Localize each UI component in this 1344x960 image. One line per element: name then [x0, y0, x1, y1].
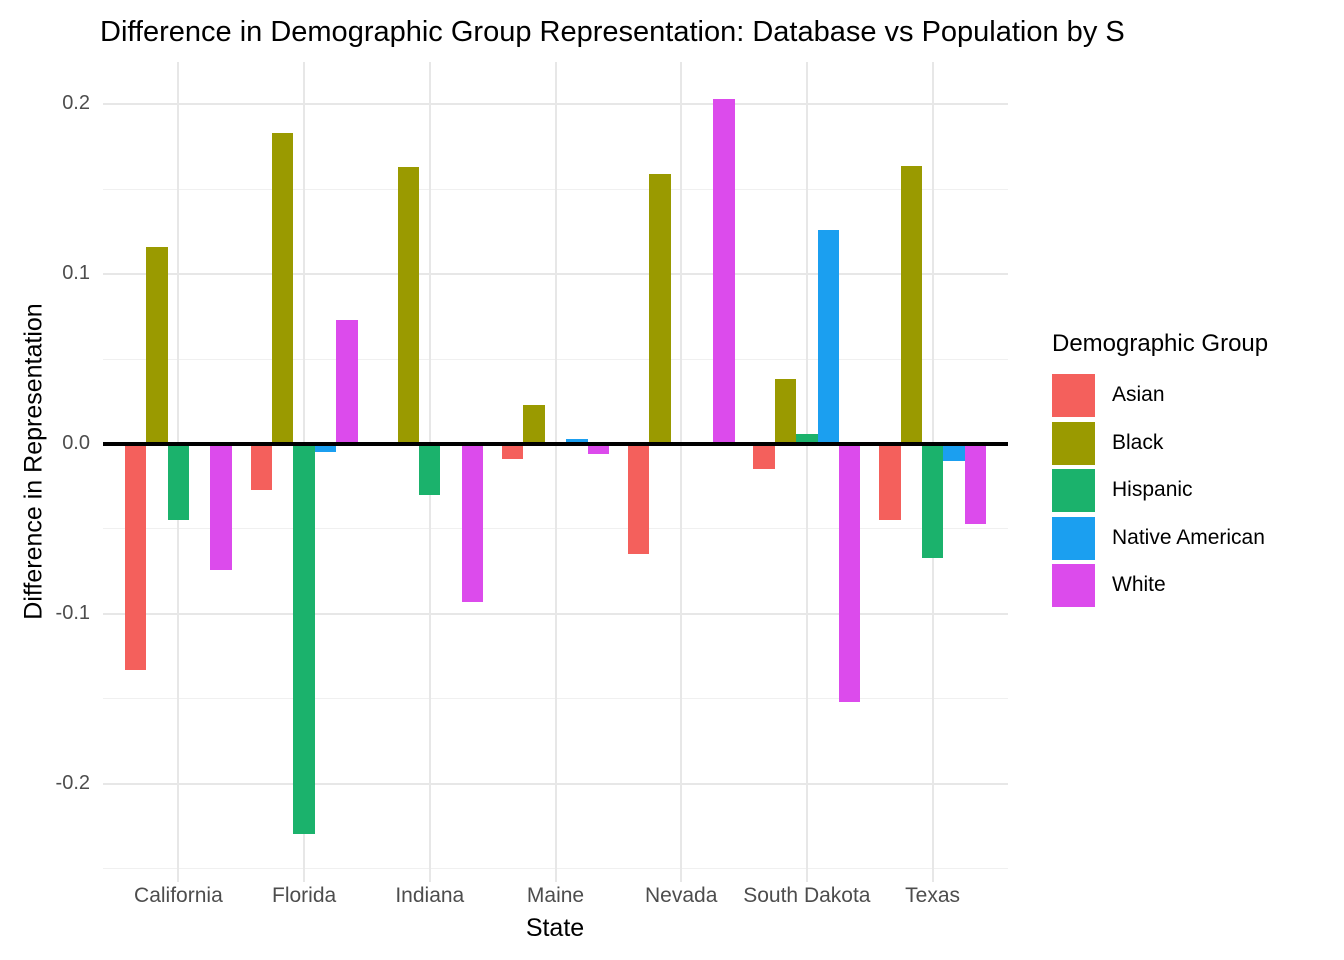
y-tick-label: 0.1: [62, 262, 90, 285]
x-tick-label-texas: Texas: [905, 884, 960, 907]
gridline-vertical: [554, 62, 557, 882]
legend-label-white: White: [1112, 573, 1166, 596]
gridline-vertical: [805, 62, 808, 882]
x-tick-label-nevada: Nevada: [644, 884, 718, 907]
bar-indiana-hispanic: [419, 443, 441, 495]
bar-nevada-asian: [627, 443, 650, 555]
bar-florida-hispanic: [293, 443, 315, 835]
bar-south-dakota-native-american: [817, 230, 839, 444]
bar-texas-hispanic: [921, 443, 944, 558]
x-tick-label-california: California: [134, 884, 223, 907]
bar-south-dakota-white: [838, 443, 861, 703]
bar-california-black: [146, 247, 168, 444]
asian-swatch: [1052, 374, 1095, 417]
bar-south-dakota-hispanic: [796, 433, 818, 444]
y-tick-label: 0.2: [62, 92, 90, 115]
bar-florida-native-american: [314, 443, 337, 453]
bar-south-dakota-asian: [753, 443, 775, 470]
legend-label-hispanic: Hispanic: [1112, 478, 1193, 501]
bar-indiana-white: [461, 443, 484, 602]
bar-california-hispanic: [167, 443, 190, 521]
bar-maine-black: [523, 404, 545, 444]
y-tick-label: 0.0: [62, 431, 90, 454]
bar-texas-native-american: [943, 443, 965, 461]
chart-title: Difference in Demographic Group Represen…: [100, 16, 1125, 48]
legend-title: Demographic Group: [1052, 330, 1269, 357]
bar-texas-asian: [879, 443, 901, 521]
bar-texas-black: [900, 165, 922, 444]
bar-florida-asian: [250, 443, 273, 490]
y-tick-label: -0.2: [55, 771, 90, 794]
bar-nevada-black: [649, 174, 671, 444]
bar-south-dakota-black: [774, 379, 797, 444]
y-axis-title: Difference in Representation: [19, 303, 48, 620]
zero-baseline: [103, 441, 1008, 446]
gridline-vertical: [680, 62, 683, 882]
legend-label-black: Black: [1112, 430, 1164, 454]
x-tick-label-florida: Florida: [272, 884, 337, 907]
bar-texas-white: [964, 443, 986, 524]
x-axis-title: State: [525, 914, 585, 942]
hispanic-swatch: [1052, 469, 1095, 512]
bar-california-asian: [124, 443, 147, 670]
plot-panel: [103, 62, 1008, 882]
black-swatch: [1052, 421, 1095, 465]
bar-maine-native-american: [566, 438, 588, 444]
native-american-swatch: [1052, 516, 1095, 560]
x-tick-label-maine: Maine: [526, 884, 585, 907]
bar-maine-white: [587, 443, 609, 455]
x-tick-label-south-dakota: South Dakota: [743, 884, 871, 907]
x-tick-label-indiana: Indiana: [395, 884, 465, 907]
bar-florida-white: [336, 320, 358, 444]
bar-indiana-black: [397, 167, 420, 444]
legend-label-native-american: Native American: [1112, 525, 1265, 549]
bar-california-white: [210, 443, 232, 570]
y-tick-label: -0.1: [55, 601, 90, 624]
legend-label-asian: Asian: [1112, 383, 1165, 406]
bar-florida-black: [272, 133, 294, 444]
bar-maine-asian: [502, 443, 524, 460]
white-swatch: [1052, 564, 1095, 607]
bar-nevada-white: [713, 99, 735, 444]
